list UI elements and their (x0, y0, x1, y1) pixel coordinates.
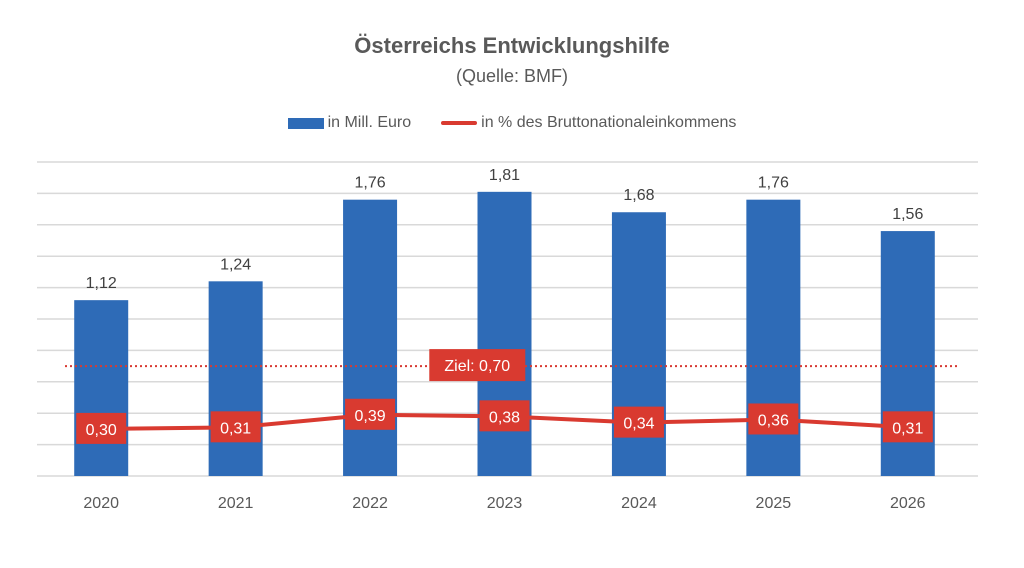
legend: in Mill. Euro in % des Bruttonationalein… (0, 114, 1024, 132)
line-data-label: 0,30 (86, 422, 117, 439)
line-data-label: 0,36 (758, 412, 789, 429)
legend-swatch-line (441, 121, 478, 125)
line-data-label: 0,38 (489, 409, 520, 426)
bar-data-label: 1,76 (758, 175, 789, 192)
line-data-label: 0,31 (220, 420, 251, 437)
x-tick-label: 2021 (218, 495, 254, 512)
bar (208, 281, 263, 476)
bar (74, 300, 129, 476)
bar (477, 191, 532, 476)
legend-item-bars: in Mill. Euro (287, 114, 412, 132)
x-tick-label: 2023 (487, 495, 523, 512)
chart-subtitle: (Quelle: BMF) (455, 66, 569, 86)
bar-data-label: 1,76 (355, 175, 386, 192)
x-tick-label: 2025 (756, 495, 792, 512)
target-label: Ziel: 0,70 (444, 358, 510, 375)
x-tick-label: 2024 (621, 495, 657, 512)
bar (343, 199, 398, 476)
target-label-box (429, 349, 526, 382)
line-data-label-box (479, 400, 530, 432)
bar-data-label: 1,12 (86, 275, 117, 292)
line-data-label: 0,34 (623, 416, 654, 433)
x-tick-label: 2026 (890, 495, 926, 512)
line-data-label-box (345, 398, 396, 430)
bar-data-label: 1,68 (623, 187, 654, 204)
bar-data-label: 1,81 (489, 167, 520, 184)
line-data-label-box (882, 411, 933, 443)
legend-item-line: in % des Bruttonationaleinkommens (441, 114, 736, 132)
bar-data-label: 1,24 (220, 256, 251, 273)
x-tick-label: 2020 (83, 495, 119, 512)
legend-swatch-bar (287, 117, 324, 129)
line-data-label-box (748, 403, 799, 435)
legend-label-line: in % des Bruttonationaleinkommens (481, 114, 737, 131)
line-data-label-box (210, 411, 261, 443)
line-data-label: 0,31 (892, 420, 923, 437)
line-data-label-box (613, 406, 664, 438)
legend-label-bars: in Mill. Euro (327, 114, 412, 131)
bar-data-label: 1,56 (892, 206, 923, 223)
chart-title: Österreichs Entwicklungshilfe (354, 33, 670, 58)
x-tick-label: 2022 (352, 495, 388, 512)
line-data-label-box (76, 412, 127, 444)
line-data-label: 0,39 (355, 408, 386, 425)
bar (746, 199, 801, 476)
